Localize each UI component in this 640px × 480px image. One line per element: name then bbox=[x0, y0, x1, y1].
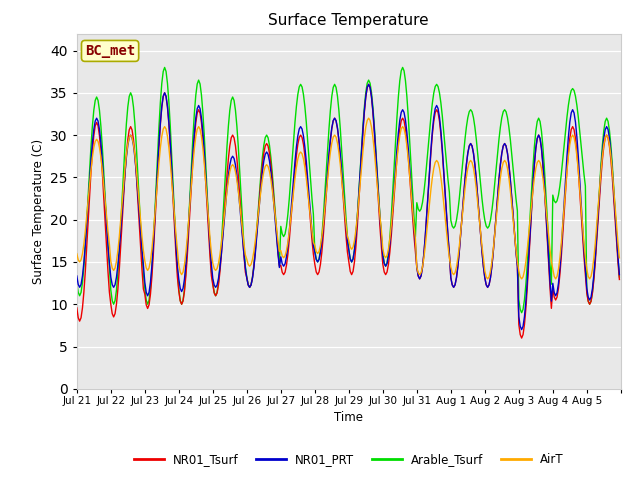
Text: BC_met: BC_met bbox=[85, 44, 135, 58]
Legend: NR01_Tsurf, NR01_PRT, Arable_Tsurf, AirT: NR01_Tsurf, NR01_PRT, Arable_Tsurf, AirT bbox=[129, 448, 568, 470]
X-axis label: Time: Time bbox=[334, 411, 364, 424]
Y-axis label: Surface Temperature (C): Surface Temperature (C) bbox=[31, 139, 45, 284]
Title: Surface Temperature: Surface Temperature bbox=[269, 13, 429, 28]
